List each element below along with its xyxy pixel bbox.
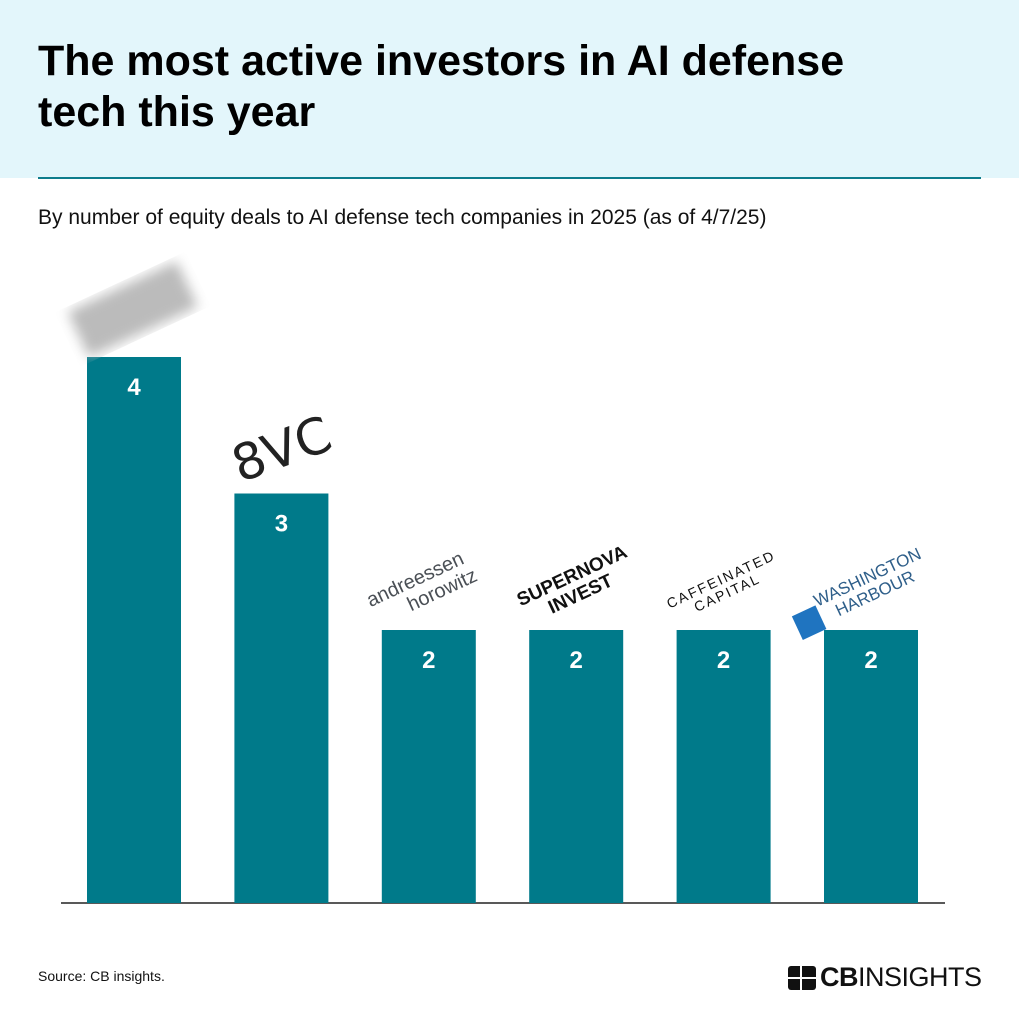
data-label: 2 bbox=[570, 647, 583, 674]
blurred-logo bbox=[67, 261, 198, 358]
brand-bold: CB bbox=[820, 962, 859, 992]
source-note: Source: CB insights. bbox=[38, 968, 165, 984]
bar bbox=[234, 493, 329, 903]
investor-logo bbox=[67, 261, 198, 358]
bar bbox=[529, 630, 624, 903]
cb-insights-logo: CB INSIGHTS bbox=[788, 962, 982, 993]
header-band bbox=[0, 0, 1019, 178]
brand-light: INSIGHTS bbox=[858, 962, 982, 992]
data-label: 4 bbox=[127, 374, 141, 401]
bar bbox=[381, 630, 476, 903]
data-label: 2 bbox=[717, 647, 730, 674]
category-label: 8VC bbox=[224, 405, 339, 494]
data-label: 3 bbox=[275, 511, 288, 538]
washington-harbour-icon bbox=[791, 605, 827, 640]
data-label: 2 bbox=[864, 647, 877, 674]
cb-insights-icon bbox=[788, 965, 816, 990]
chart-title: The most active investors in AI defense … bbox=[38, 37, 845, 136]
data-label: 2 bbox=[422, 647, 435, 674]
bar bbox=[87, 357, 181, 903]
investor-logo: 8VC bbox=[224, 405, 339, 494]
bar bbox=[824, 630, 918, 903]
bar bbox=[676, 630, 771, 903]
chart-subtitle: By number of equity deals to AI defense … bbox=[38, 206, 767, 229]
title-divider bbox=[38, 177, 981, 179]
